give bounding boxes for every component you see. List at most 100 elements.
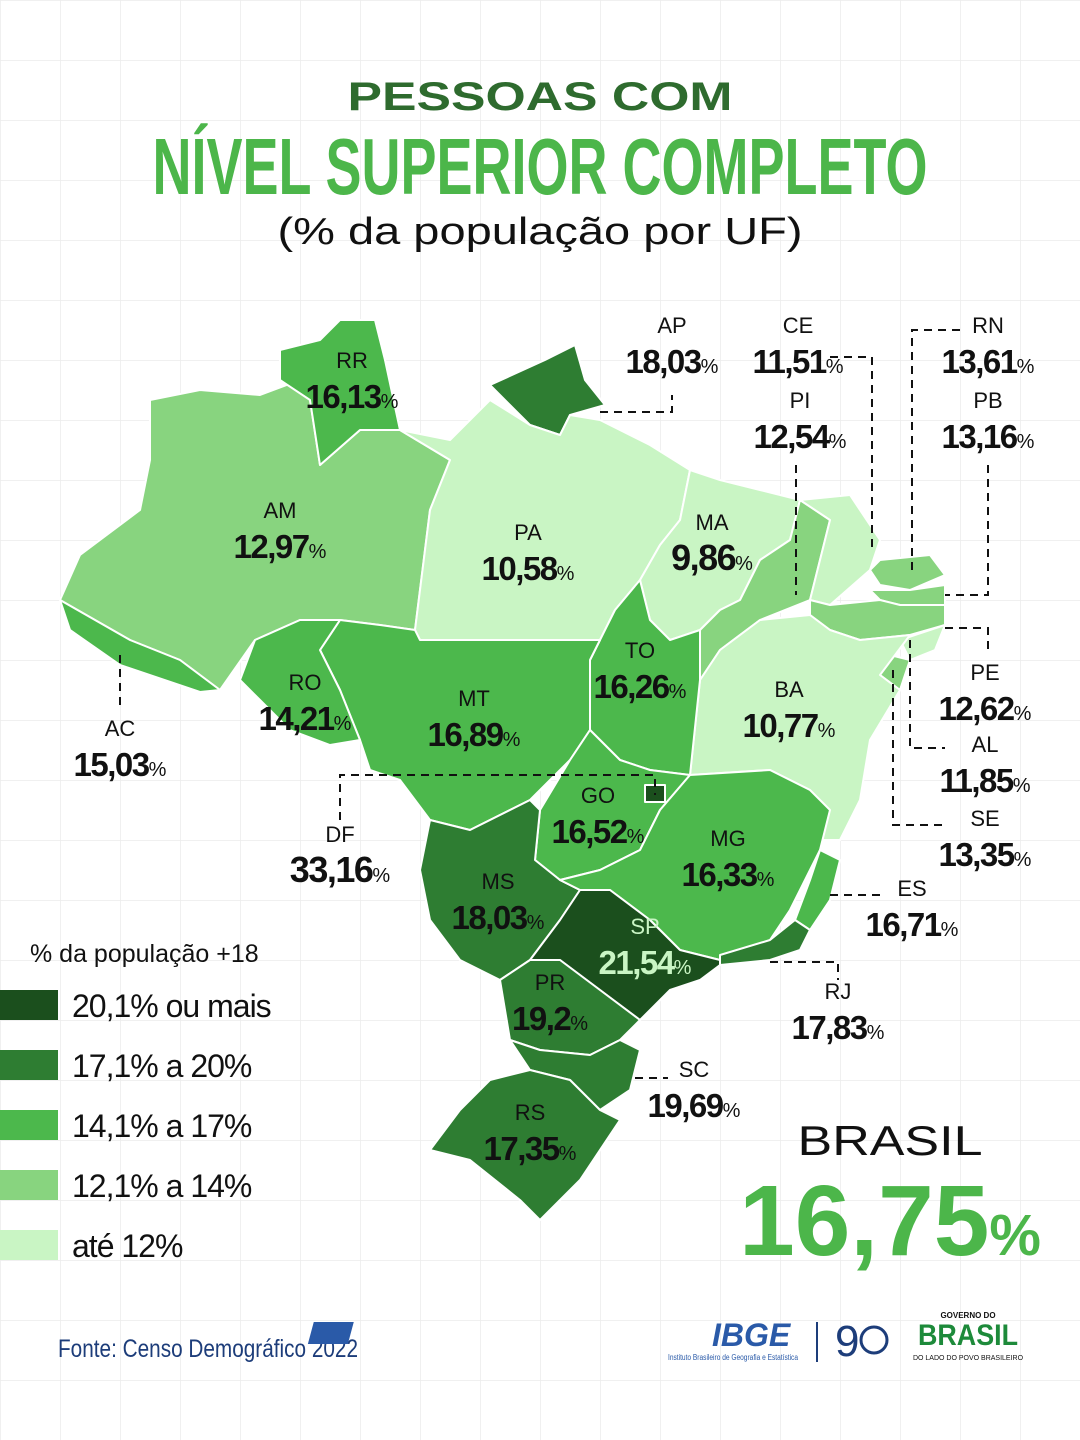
state-code: AM <box>264 498 297 523</box>
state-code: SE <box>970 806 999 831</box>
state-figure: 10,77% <box>743 707 836 744</box>
anniversary: 9 <box>835 1317 859 1366</box>
state-unit: % <box>381 391 399 413</box>
subtitle: (% da população por UF) <box>278 211 803 253</box>
state-figure: 12,97% <box>234 528 327 565</box>
state-figure: 13,61% <box>942 343 1035 380</box>
national-label: BRASIL <box>798 1117 983 1164</box>
ibge-name: Instituto Brasileiro de Geografia e Esta… <box>668 1353 798 1362</box>
state-code: PE <box>970 660 999 685</box>
state-figure: 17,83% <box>792 1009 885 1046</box>
state-code: MG <box>710 826 745 851</box>
national-unit: % <box>989 1203 1041 1268</box>
legend-label: 14,1% a 17% <box>72 1108 252 1144</box>
state-unit: % <box>701 356 719 378</box>
state-unit: % <box>1013 775 1031 797</box>
state-code: MS <box>482 869 515 894</box>
state-code: TO <box>625 638 655 663</box>
state-code: RS <box>515 1100 546 1125</box>
state-figure: 21,54% <box>599 944 692 981</box>
legend-label: 20,1% ou mais <box>72 988 271 1024</box>
state-code: AL <box>972 732 999 757</box>
gov-name: BRASIL <box>918 1319 1018 1352</box>
state-code: RO <box>289 670 322 695</box>
state-unit: % <box>757 869 775 891</box>
state-value: 12,97 <box>234 528 309 565</box>
state-unit: % <box>334 713 352 735</box>
state-value: 19,2 <box>512 1000 571 1037</box>
state-value: 13,35 <box>939 836 1015 873</box>
legend-swatch <box>0 1170 58 1200</box>
legend: 20,1% ou mais 17,1% a 20% 14,1% a 17% 12,1%… <box>0 988 272 1264</box>
legend-swatch <box>0 1050 58 1080</box>
state-unit: % <box>1017 431 1035 453</box>
state-code: PI <box>790 388 811 413</box>
state-unit: % <box>941 919 959 941</box>
kicker: PESSOAS COM <box>348 75 733 119</box>
state-figure: 18,03% <box>452 899 545 936</box>
legend-title: % da população +18 <box>30 940 259 968</box>
state-value: 17,35 <box>484 1130 560 1167</box>
state-value: 11,85 <box>939 762 1013 799</box>
state-ro <box>239 619 361 746</box>
national-figure: 16,75% <box>739 1165 1041 1277</box>
state-value: 16,13 <box>306 378 382 415</box>
national-value: 16,75 <box>739 1165 989 1277</box>
state-value: 9,86 <box>671 537 736 578</box>
state-value: 10,77 <box>743 707 818 744</box>
legend-swatch <box>0 990 58 1020</box>
state-code: SC <box>679 1057 710 1082</box>
state-value: 16,71 <box>866 906 942 943</box>
state-value: 18,03 <box>626 343 702 380</box>
state-value: 14,21 <box>259 700 335 737</box>
state-unit: % <box>627 826 645 848</box>
state-figure: 19,69% <box>648 1087 741 1124</box>
state-figure: 33,16% <box>290 849 391 890</box>
state-code: BA <box>774 677 804 702</box>
state-value: 18,03 <box>452 899 528 936</box>
state-al <box>899 624 946 661</box>
state-figure: 13,16% <box>942 418 1035 455</box>
state-unit: % <box>557 563 575 585</box>
state-value: 17,83 <box>792 1009 868 1046</box>
state-unit: % <box>829 431 847 453</box>
gov-top: GOVERNO DO <box>940 1311 995 1320</box>
state-figure: 16,33% <box>682 856 775 893</box>
ibge-mark <box>307 1322 354 1344</box>
gov-slogan: DO LADO DO POVO BRASILEIRO <box>913 1355 1024 1362</box>
state-unit: % <box>723 1100 741 1122</box>
state-value: 11,51 <box>752 343 826 380</box>
state-rj <box>719 919 811 966</box>
state-unit: % <box>309 541 327 563</box>
state-unit: % <box>149 759 167 781</box>
state-value: 13,61 <box>942 343 1018 380</box>
state-value: 16,89 <box>428 716 504 753</box>
state-code: MT <box>458 686 490 711</box>
state-code: PA <box>514 520 542 545</box>
state-value: 15,03 <box>74 746 150 783</box>
state-code: SP <box>630 914 659 939</box>
state-value: 13,16 <box>942 418 1018 455</box>
state-unit: % <box>570 1013 588 1035</box>
fingerprint <box>859 1325 889 1355</box>
state-figure: 12,62% <box>939 690 1032 727</box>
state-unit: % <box>826 356 844 378</box>
state-unit: % <box>818 720 836 742</box>
state-value: 33,16 <box>290 849 373 890</box>
state-unit: % <box>1017 356 1035 378</box>
state-figure: 18,03% <box>626 343 719 380</box>
state-value: 16,33 <box>682 856 758 893</box>
state-code: RN <box>972 313 1004 338</box>
legend-swatch <box>0 1110 58 1140</box>
state-unit: % <box>559 1143 577 1165</box>
state-unit: % <box>735 553 753 575</box>
ibge-logo: IBGE Instituto Brasileiro de Geografia e… <box>307 1317 798 1362</box>
state-figure: 16,71% <box>866 906 959 943</box>
state-code: RR <box>336 348 368 373</box>
state-figure: 11,85% <box>939 762 1030 799</box>
state-ac <box>59 599 221 693</box>
legend-swatch <box>0 1230 58 1260</box>
title: NÍVEL SUPERIOR COMPLETO <box>153 122 928 211</box>
state-code: ES <box>897 876 926 901</box>
